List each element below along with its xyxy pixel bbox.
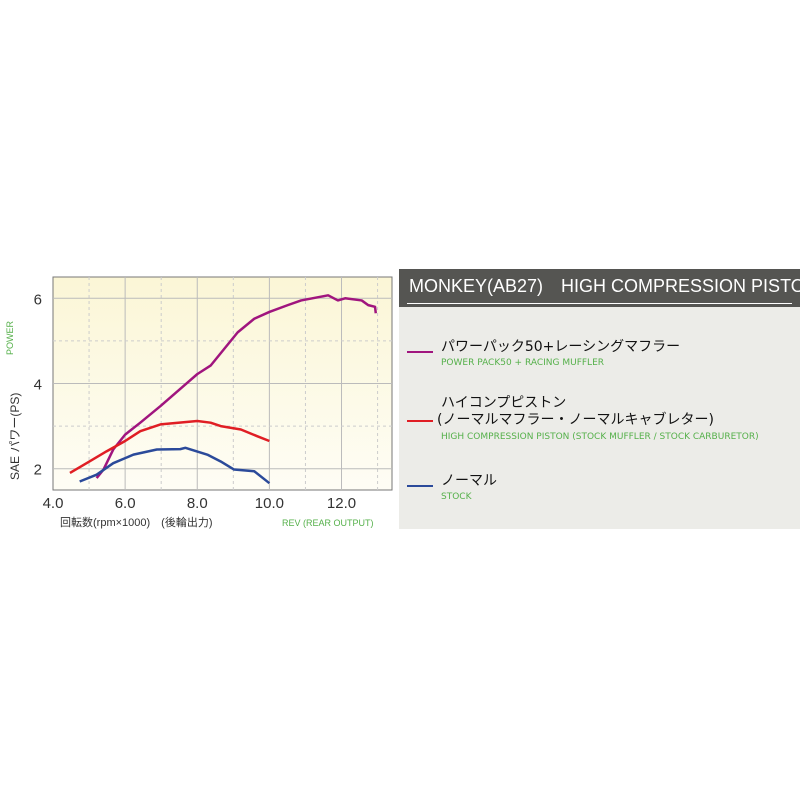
x-tick-label: 4.0 — [43, 495, 64, 512]
y-tick-label: 6 — [34, 291, 42, 308]
y-axis-label: SAE パワー(PS) — [8, 393, 22, 480]
panel-title-text: MONKEY(AB27) HIGH COMPRESSION PISTON — [409, 276, 800, 296]
y-axis-label-en: POWER — [5, 320, 15, 355]
x-tick-label: 8.0 — [187, 495, 208, 512]
series-line-0 — [95, 294, 378, 479]
x-axis-label: 回転数(rpm×1000) (後輪出力) — [60, 515, 213, 529]
legend-panel: MONKEY(AB27) HIGH COMPRESSION PISTON パワー… — [399, 269, 800, 529]
legend-label-en: HIGH COMPRESSION PISTON (STOCK MUFFLER /… — [441, 432, 759, 442]
legend-label-jp: パワーパック50+レーシングマフラー — [441, 339, 681, 355]
series-line-1 — [69, 419, 270, 475]
legend-swatch — [407, 420, 433, 422]
legend-swatch — [407, 351, 433, 353]
x-axis-label-en: REV (REAR OUTPUT) — [282, 518, 374, 528]
legend-label-en: STOCK — [441, 492, 472, 502]
legend-swatch — [407, 485, 433, 487]
legend-label-en: POWER PACK50 + RACING MUFFLER — [441, 358, 605, 368]
x-tick-label: 6.0 — [115, 495, 136, 512]
y-tick-label: 2 — [34, 462, 42, 479]
legend-label-jp: ハイコンプピストン — [441, 395, 567, 411]
legend-label-jp: ノーマル — [441, 473, 497, 489]
legend-label-jp-2: (ノーマルマフラー・ノーマルキャブレター) — [437, 412, 714, 428]
x-tick-label: 10.0 — [255, 495, 284, 512]
title-underline — [407, 303, 792, 304]
y-tick-label: 4 — [34, 377, 42, 394]
power-chart: 4.0 6.0 8.0 10.0 12.0 2 4 6 回転数(rpm×1000) (後輪出力… — [5, 276, 393, 529]
panel-title: MONKEY(AB27) HIGH COMPRESSION PISTON — [399, 269, 800, 307]
series-line-2 — [79, 446, 271, 485]
x-tick-label: 12.0 — [327, 495, 356, 512]
